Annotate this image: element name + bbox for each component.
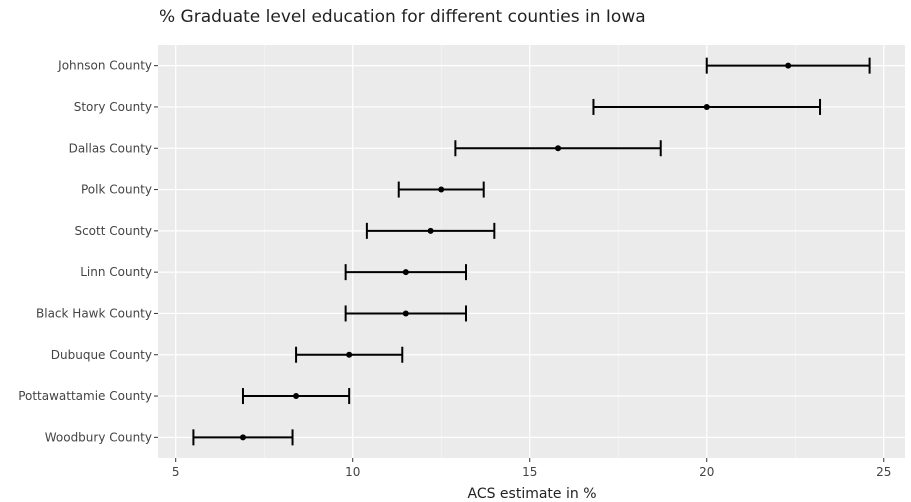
y-tick-label: Scott County	[74, 224, 152, 238]
y-tick-label: Pottawattamie County	[18, 389, 152, 403]
x-tick-label: 15	[522, 465, 537, 479]
x-tick-label: 5	[172, 465, 180, 479]
y-tick-label: Story County	[74, 100, 152, 114]
y-tick-label: Black Hawk County	[36, 306, 152, 320]
data-point	[785, 62, 792, 69]
data-point	[703, 103, 710, 110]
y-tick-label: Linn County	[80, 265, 152, 279]
data-point	[346, 351, 353, 358]
data-point	[555, 145, 562, 152]
x-tick-label: 20	[699, 465, 714, 479]
y-tick-label: Polk County	[81, 183, 152, 197]
x-tick-label: 25	[876, 465, 891, 479]
y-tick-label: Dubuque County	[51, 348, 152, 362]
y-tick-label: Woodbury County	[45, 430, 152, 444]
chart-title: % Graduate level education for different…	[159, 7, 646, 27]
data-point	[402, 269, 409, 276]
x-tick-label: 10	[345, 465, 360, 479]
plot-panel	[158, 45, 905, 458]
data-point	[427, 227, 434, 234]
x-axis-title: ACS estimate in %	[467, 486, 596, 502]
y-axis: Johnson County Story County Dallas County P…	[18, 59, 158, 444]
data-point	[239, 434, 246, 441]
data-marks	[192, 57, 871, 446]
data-point	[438, 186, 445, 193]
x-axis: 5 10 15 20 25	[172, 458, 891, 479]
data-point	[402, 310, 409, 317]
data-point	[293, 393, 300, 400]
y-tick-label: Dallas County	[69, 141, 152, 155]
y-tick-label: Johnson County	[57, 59, 152, 73]
